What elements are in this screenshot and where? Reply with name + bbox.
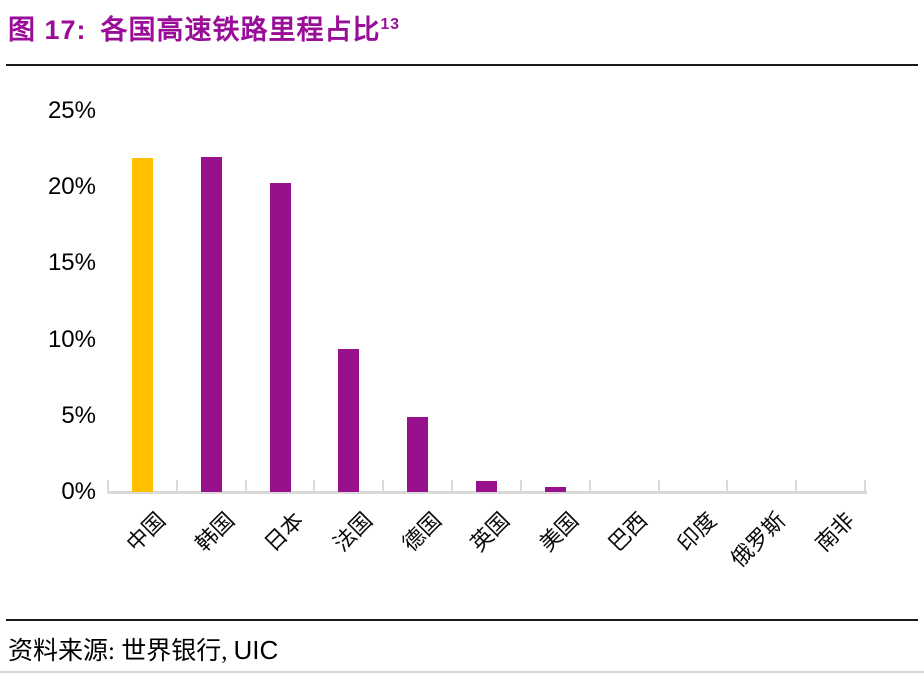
x-axis-label-text: 日本 bbox=[259, 507, 309, 557]
footnote-ref: 13 bbox=[380, 16, 400, 33]
source-text: 世界银行, bbox=[121, 638, 228, 665]
page-bottom-border bbox=[0, 671, 924, 673]
x-axis-label-text: 南非 bbox=[809, 507, 859, 557]
x-axis-label-text: 中国 bbox=[121, 507, 171, 557]
bar-德国 bbox=[407, 417, 428, 492]
y-axis-label: 25% bbox=[47, 97, 96, 124]
x-axis-tick bbox=[657, 480, 660, 493]
x-axis-label-text: 巴西 bbox=[603, 507, 653, 557]
y-axis-label: 10% bbox=[47, 325, 96, 353]
y-axis-label: 5% bbox=[61, 401, 96, 429]
figure-title: 图 17: 各国高速铁路里程占比13 bbox=[8, 8, 400, 47]
bar-美国 bbox=[545, 487, 566, 492]
bar-日本 bbox=[270, 183, 291, 492]
source-org: UIC bbox=[233, 635, 279, 665]
x-axis-tick bbox=[382, 480, 385, 493]
source-line: 资料来源: 世界银行, UIC bbox=[8, 631, 278, 667]
x-axis-tick bbox=[795, 480, 798, 493]
bar-中国 bbox=[132, 158, 153, 492]
x-axis-label-text: 印度 bbox=[672, 507, 722, 557]
title-divider bbox=[6, 64, 918, 66]
x-axis-tick bbox=[175, 480, 178, 493]
x-axis-label-text: 韩国 bbox=[190, 507, 240, 557]
bar-英国 bbox=[476, 481, 497, 492]
x-axis-line bbox=[108, 491, 867, 494]
x-axis-tick bbox=[244, 480, 247, 493]
source-divider bbox=[6, 619, 918, 621]
x-axis-tick bbox=[519, 480, 522, 493]
x-axis-label-text: 德国 bbox=[397, 507, 446, 557]
x-axis-label-text: 法国 bbox=[328, 507, 378, 557]
figure-title-text: 各国高速铁路里程占比 bbox=[100, 15, 381, 45]
x-axis-tick bbox=[313, 480, 316, 493]
y-axis-label: 20% bbox=[47, 173, 96, 201]
x-axis-tick bbox=[726, 480, 729, 493]
x-axis-tick bbox=[588, 480, 591, 493]
bar-韩国 bbox=[201, 157, 222, 492]
x-axis-label-text: 俄罗斯 bbox=[725, 507, 790, 572]
x-axis-tick bbox=[107, 480, 109, 493]
x-axis-label-text: 英国 bbox=[465, 507, 515, 557]
x-axis-tick bbox=[864, 480, 866, 493]
source-label: 资料来源: bbox=[8, 638, 115, 665]
y-axis-label: 15% bbox=[47, 249, 96, 277]
x-axis-tick bbox=[451, 480, 454, 493]
x-axis-label-text: 美国 bbox=[534, 507, 584, 557]
y-axis-label: 0% bbox=[61, 478, 96, 505]
bar-chart: 0% 5% 10% 15% 20% 25% 中国 韩国 日本 法国 德国 英国 美国 巴西 印度 俄罗斯 南非 bbox=[47, 97, 867, 572]
bar-法国 bbox=[338, 349, 359, 492]
figure-number-label: 图 17: bbox=[8, 15, 87, 45]
